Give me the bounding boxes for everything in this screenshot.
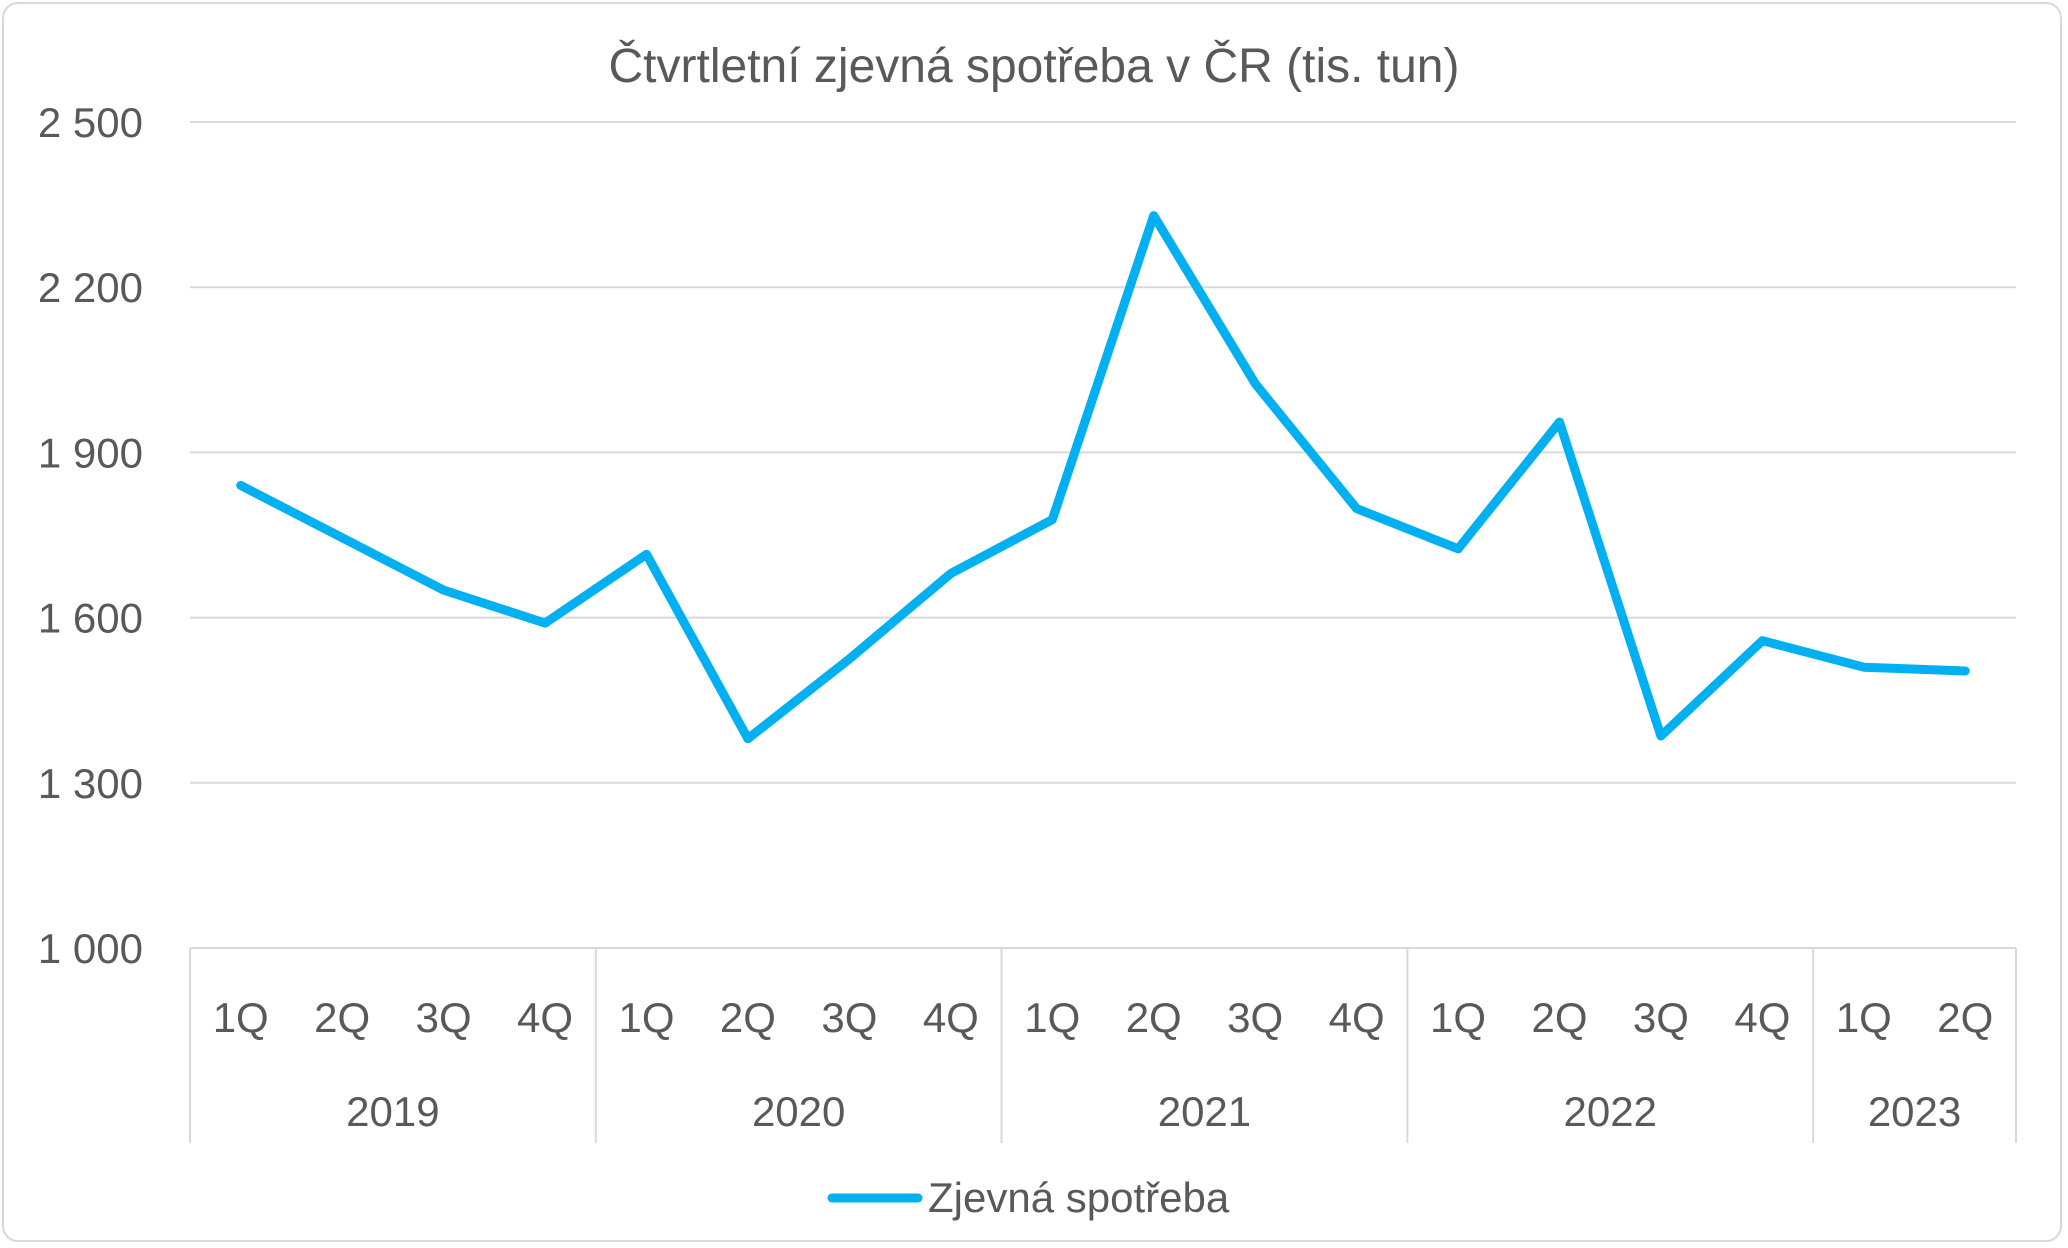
x-group-label: 2021 (1158, 1088, 1251, 1135)
x-tick-label: 1Q (213, 994, 269, 1041)
x-tick-label: 3Q (1227, 994, 1283, 1041)
x-tick-label: 1Q (1836, 994, 1892, 1041)
legend-label: Zjevná spotřeba (928, 1174, 1230, 1221)
x-tick-label: 2Q (1126, 994, 1182, 1041)
series-layer (236, 211, 1970, 744)
gridlines (190, 121, 2016, 784)
legend: Zjevná spotřeba (827, 1174, 1230, 1221)
x-tick-label: 3Q (821, 994, 877, 1041)
x-tick-label: 2Q (1531, 994, 1587, 1041)
x-tick-label: 4Q (1329, 994, 1385, 1041)
y-tick-label: 1 000 (38, 925, 143, 972)
x-tick-label: 2Q (720, 994, 776, 1041)
x-group-label: 2020 (752, 1088, 845, 1135)
y-tick-label: 2 500 (38, 99, 143, 146)
x-group-label: 2022 (1564, 1088, 1657, 1135)
y-tick-label: 1 300 (38, 760, 143, 807)
x-tick-label: 1Q (1430, 994, 1486, 1041)
x-tick-label: 1Q (1024, 994, 1080, 1041)
y-tick-label: 2 200 (38, 264, 143, 311)
x-tick-label: 3Q (1633, 994, 1689, 1041)
x-tick-label: 3Q (416, 994, 472, 1041)
x-tick-label: 4Q (923, 994, 979, 1041)
y-axis: 1 000 1 300 1 600 1 900 2 200 2 500 (38, 99, 143, 972)
x-tick-label: 2Q (314, 994, 370, 1041)
x-tick-label: 4Q (1734, 994, 1790, 1041)
y-tick-label: 1 600 (38, 595, 143, 642)
y-tick-label: 1 900 (38, 429, 143, 476)
series-line (236, 211, 1970, 744)
x-tick-label: 1Q (618, 994, 674, 1041)
x-axis: 1Q 2Q 3Q 4Q 1Q 2Q 3Q 4Q 1Q 2Q 3Q 4Q 1Q 2Q 3Q 4Q 1Q 2Q 2019… (189, 947, 2017, 1143)
x-group-label: 2019 (346, 1088, 439, 1135)
chart-title: Čtvrtletní zjevná spotřeba v ČR (tis. tu… (609, 39, 1460, 93)
x-tick-label: 4Q (517, 994, 573, 1041)
x-tick-label: 2Q (1937, 994, 1993, 1041)
x-group-label: 2023 (1868, 1088, 1961, 1135)
